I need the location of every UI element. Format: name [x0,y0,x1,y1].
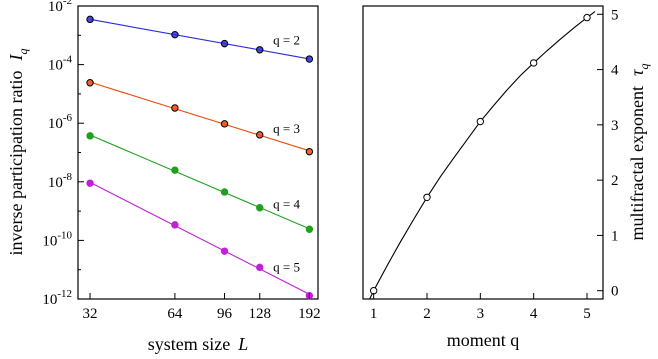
ipr-fit-line [89,181,310,295]
ipr-fit-line [89,134,310,230]
ipr-plot-frame [77,5,319,300]
tau-ticks-group: 1 2 3 4 5 0 1 2 3 4 5 [370,7,619,322]
ipr-data-point [86,179,94,187]
ipr-x-tick-label: 128 [249,306,272,322]
ipr-series-label: q = 2 [273,32,300,47]
tau-x-tick-label: 4 [530,306,538,322]
tau-x-axis-label: moment q [447,330,520,350]
ipr-y-tick-label: 10-10 [42,229,72,249]
tau-data-point [369,287,378,295]
tau-plot-frame [362,5,604,300]
ipr-data-point [220,120,229,128]
tau-y-tick-label: 4 [611,63,619,79]
ipr-data-point [256,263,264,272]
ipr-y-tick-label: 10-8 [48,171,73,191]
tau-x-tick-label: 3 [477,306,485,322]
ipr-y-tick-label: 10-2 [48,0,72,15]
ipr-x-axis-label: system size L [148,334,249,354]
ipr-data-point [305,225,314,233]
ipr-series-label: q = 4 [273,197,300,212]
ipr-series-label: q = 5 [273,260,300,275]
ipr-data-point [256,131,264,139]
ipr-data-point [171,104,179,112]
ipr-data-point [86,15,94,24]
ipr-series: q = 2 [86,15,314,63]
tau-data-point [529,59,538,67]
ipr-data-point [171,221,179,229]
ipr-panel: q = 2 q = 3 q = 4 q = 5 32 64 96 128 192 10-2 10-… [6,0,321,354]
ipr-x-tick-label: 192 [298,306,321,322]
ipr-series: q = 4 [86,132,314,233]
ipr-data-point [220,188,229,196]
ipr-x-tick-label: 64 [167,306,183,322]
ipr-fit-line [89,18,310,60]
ipr-y-tick-label: 10-12 [42,288,72,308]
ipr-data-point [220,39,229,48]
ipr-y-axis-label: inverse participation ratioIq [6,49,30,256]
ipr-x-tick-label: 32 [83,306,98,322]
ipr-series: q = 5 [86,179,314,300]
tau-x-tick-label: 1 [370,306,378,322]
ipr-data-point [86,132,94,140]
ipr-y-tick-label: 10-6 [48,112,73,132]
tau-y-axis-label: multifractal exponentτq [627,64,651,241]
ipr-x-tick-label: 96 [217,306,233,322]
tau-curve-group [369,11,596,299]
ipr-data-point [171,30,179,39]
tau-y-tick-label: 1 [611,228,619,244]
ipr-data-point [220,247,229,255]
tau-y-tick-label: 3 [611,118,619,134]
ipr-data-point [256,46,264,54]
tau-curve [369,11,596,299]
tau-x-tick-label: 2 [423,306,431,322]
tau-y-tick-label: 2 [611,173,619,189]
ipr-series: q = 3 [86,79,314,156]
ipr-data-point [256,204,264,212]
ipr-data-point [86,79,94,87]
ipr-ticks-group: 32 64 96 128 192 10-2 10-4 10-6 10-8 10-10 10-12 [42,0,320,322]
ipr-fit-line [89,81,310,152]
ipr-data-point [171,166,179,174]
tau-data-point [583,13,591,22]
ipr-data-point [305,55,314,63]
ipr-series-group: q = 2 q = 3 q = 4 q = 5 [86,15,314,300]
tau-x-tick-label: 5 [583,306,591,322]
tau-data-point [476,117,485,126]
ipr-series-label: q = 3 [273,121,300,136]
ipr-y-tick-label: 10-4 [48,54,73,74]
ipr-data-point [305,147,314,156]
tau-y-tick-label: 0 [611,284,619,300]
tau-panel: 1 2 3 4 5 0 1 2 3 4 5 moment q multifractal expone… [362,5,651,350]
tau-y-tick-label: 5 [611,7,619,23]
tau-data-point [423,193,431,201]
